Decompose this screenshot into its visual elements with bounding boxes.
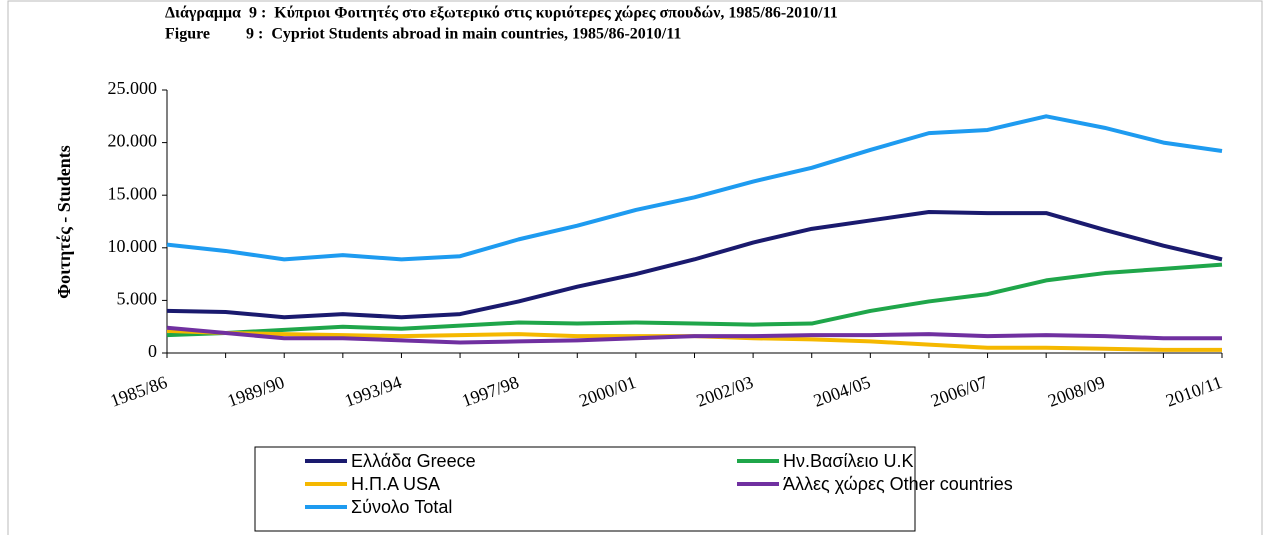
y-tick-label: 10.000 — [108, 236, 158, 256]
series-line — [166, 262, 1223, 338]
y-tick-label: 0 — [148, 341, 157, 361]
series-line — [166, 325, 1222, 345]
x-tick-label: 2006/07 — [928, 372, 990, 411]
x-tick-label: 2004/05 — [811, 372, 873, 411]
legend-label: Η.Π.Α USA — [351, 474, 440, 494]
y-tick-label: 15.000 — [108, 183, 158, 203]
legend-box — [254, 446, 916, 532]
y-tick-label: 25.000 — [108, 78, 158, 98]
x-tick-label: 1997/98 — [459, 372, 521, 411]
y-tick-label: 20.000 — [108, 131, 158, 151]
x-tick-label: 2008/09 — [1045, 372, 1107, 411]
series-line — [166, 114, 1223, 262]
chart-frame — [7, 0, 1263, 535]
legend-label: Ην.Βασίλειο U.K — [783, 451, 914, 471]
chart-title: Διάγραμμα 9 : Κύπριοι Φοιτητές στο εξωτε… — [165, 5, 838, 22]
x-tick-label: 1989/90 — [225, 372, 287, 411]
x-tick-label: 1985/86 — [107, 372, 169, 411]
y-axis-label: Φοιτητές - Students — [54, 145, 74, 299]
chart-subtitle: Figure 9 : Cypriot Students abroad in ma… — [165, 26, 681, 43]
legend-label: Άλλες χώρες Other countries — [783, 474, 1013, 494]
legend-label: Ελλάδα Greece — [351, 451, 476, 471]
legend-label: Σύνολο Total — [351, 497, 452, 517]
series-line — [166, 210, 1223, 320]
y-tick-label: 5.000 — [117, 289, 158, 309]
x-tick-label: 2000/01 — [576, 372, 638, 411]
x-tick-label: 2002/03 — [694, 372, 756, 411]
x-tick-label: 2010/11 — [1163, 372, 1225, 411]
x-tick-label: 1993/94 — [342, 372, 404, 411]
